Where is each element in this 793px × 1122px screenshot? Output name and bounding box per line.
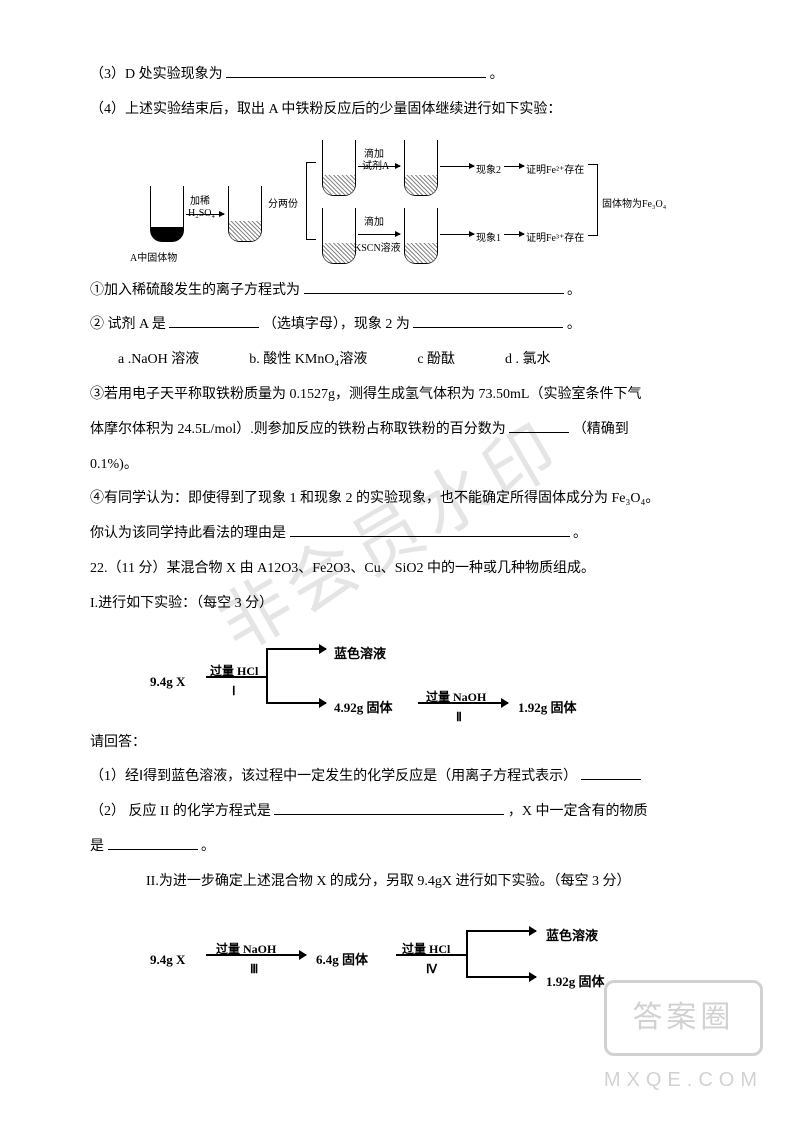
arrow-top-2 xyxy=(440,166,474,167)
f1-v1 xyxy=(266,648,268,704)
bot-drip2: KSCN溶液 xyxy=(354,238,401,260)
tube-top xyxy=(322,140,356,196)
f1-out1: 蓝色溶液 xyxy=(334,640,386,669)
sub1-line: ①加入稀硫酸发生的离子方程式为 。 xyxy=(90,276,703,307)
top-result: 现象2 xyxy=(476,160,501,182)
sub4-period: 。 xyxy=(573,526,587,541)
ans-q2b: ，X 中一定含有的物质 xyxy=(508,804,648,819)
sub2-blank2[interactable] xyxy=(413,313,563,328)
f1-step2: Ⅱ xyxy=(456,704,462,730)
f1-start: 9.4g X xyxy=(150,668,185,697)
stamp-top: 答案圈 xyxy=(604,980,763,1056)
brace-right xyxy=(588,164,598,236)
sub1-text: ①加入稀硫酸发生的离子方程式为 xyxy=(90,283,300,298)
options-row: a .NaOH 溶液 b. 酸性 KMnO₄溶液 c 酚酞 d . 氯水 xyxy=(90,345,703,376)
part2: II.为进一步确定上述混合物 X 的成分，另取 9.4gX 进行如下实验。（每空… xyxy=(90,867,703,898)
f2-reagent1: 过量 NaOH xyxy=(216,936,276,962)
f2-h3 xyxy=(466,930,536,932)
tube-left xyxy=(150,186,184,242)
ans-head: 请回答： xyxy=(90,728,703,759)
ans-q2-blank[interactable] xyxy=(274,800,504,815)
ans-q1-blank[interactable] xyxy=(581,765,641,780)
flow-2: 9.4g X 过量 NaOH Ⅲ 6.4g 固体 过量 HCl Ⅳ 蓝色溶液 1… xyxy=(150,912,670,992)
f2-mid: 6.4g 固体 xyxy=(316,946,368,975)
sub3-l1: ③若用电子天平称取铁粉质量为 0.1527g，测得生成氢气体积为 73.50mL… xyxy=(90,380,703,411)
ans-q1-text: （1）经Ⅰ得到蓝色溶液，该过程中一定发生的化学反应是（用离子方程式表示） xyxy=(90,769,577,784)
ans-q2c-line: 是 。 xyxy=(90,832,703,863)
sub3-blank[interactable] xyxy=(509,417,569,432)
arrow-bot-2 xyxy=(440,234,474,235)
ans-q2c-period: 。 xyxy=(201,839,215,854)
f1-step1: Ⅰ xyxy=(232,678,236,704)
opt-a[interactable]: a .NaOH 溶液 xyxy=(118,345,199,376)
q3-text: （3）D 处实验现象为 xyxy=(90,67,223,82)
sub3-l2b: （精确到 xyxy=(573,422,629,437)
f2-step1: Ⅲ xyxy=(250,956,258,982)
opt-d[interactable]: d . 氯水 xyxy=(505,345,551,376)
f2-start: 9.4g X xyxy=(150,946,185,975)
sub2-a: ② 试剂 A 是 xyxy=(90,317,166,332)
opt-c[interactable]: c 酚酞 xyxy=(417,345,455,376)
q3-period: 。 xyxy=(490,67,504,82)
right-box: 固体物为Fe₃O₄ xyxy=(602,194,666,216)
tube-bot2 xyxy=(404,208,438,264)
ans-q2a: （2） 反应 II 的化学方程式是 xyxy=(90,804,271,819)
sub1-period: 。 xyxy=(567,283,581,298)
opt-b[interactable]: b. 酸性 KMnO₄溶液 xyxy=(249,345,367,376)
f1-out2: 1.92g 固体 xyxy=(518,694,577,723)
split-label: 分两份 xyxy=(268,194,298,216)
top-prove: 证明Fe²⁺存在 xyxy=(526,160,584,182)
top-drip2: 试剂A xyxy=(362,156,389,178)
stamp: 答案圈 MXQE.COM xyxy=(604,980,763,1102)
tube-left-caption: A中固体物 xyxy=(130,248,177,270)
sub3-l2: 体摩尔体积为 24.5L/mol）.则参加反应的铁粉占称取铁粉的百分数为 （精确… xyxy=(90,415,703,446)
q4-text: （4）上述实验结束后，取出 A 中铁粉反应后的少量固体继续进行如下实验： xyxy=(90,102,561,117)
f2-step2: Ⅳ xyxy=(426,956,437,982)
sub3-l3: 0.1%)。 xyxy=(90,450,703,481)
tube-mid xyxy=(228,186,262,242)
f1-h2 xyxy=(266,648,326,650)
f2-out1: 蓝色溶液 xyxy=(546,922,598,951)
ans-q2c: 是 xyxy=(90,839,104,854)
sub4-l1: ④有同学认为：即使得到了现象 1 和现象 2 的实验现象，也不能确定所得固体成分… xyxy=(90,484,703,515)
sub4-l2: 你认为该同学持此看法的理由是 。 xyxy=(90,519,703,550)
sub4-blank[interactable] xyxy=(290,522,570,537)
sub2-b: （选填字母），现象 2 为 xyxy=(263,317,410,332)
q22-head: 22.（11 分）某混合物 X 由 A12O3、Fe2O3、Cu、SiO2 中的… xyxy=(90,554,703,585)
q22-part1: I.进行如下实验：（每空 3 分） xyxy=(90,589,703,620)
sub2-line: ② 试剂 A 是 （选填字母），现象 2 为 。 xyxy=(90,310,703,341)
f2-out2: 1.92g 固体 xyxy=(546,968,605,997)
brace-left xyxy=(306,162,316,240)
tube-top2 xyxy=(404,140,438,196)
q3-blank[interactable] xyxy=(226,63,486,78)
tube-bot xyxy=(322,208,356,264)
f2-v1 xyxy=(466,930,468,978)
stamp-bottom: MXQE.COM xyxy=(604,1058,763,1102)
bot-result: 现象1 xyxy=(476,228,501,250)
q3-line: （3）D 处实验现象为 。 xyxy=(90,60,703,91)
ans-q1: （1）经Ⅰ得到蓝色溶液，该过程中一定发生的化学反应是（用离子方程式表示） xyxy=(90,762,703,793)
q4-line: （4）上述实验结束后，取出 A 中铁粉反应后的少量固体继续进行如下实验： xyxy=(90,95,703,126)
sub2-period: 。 xyxy=(567,317,581,332)
diagram-1: A中固体物 加稀 H₂SO₄ 分两份 滴加 试剂A 现象2 证明Fe²⁺存在 滴… xyxy=(150,136,670,266)
f1-h3 xyxy=(266,702,326,704)
ans-q2: （2） 反应 II 的化学方程式是 ，X 中一定含有的物质 xyxy=(90,797,703,828)
arrow-top-3 xyxy=(504,166,524,167)
bot-drip1: 滴加 xyxy=(364,212,384,234)
ans-q2c-blank[interactable] xyxy=(108,835,198,850)
sub2-blank1[interactable] xyxy=(169,313,259,328)
add-label-2: H₂SO₄ xyxy=(188,203,215,225)
arrow-bot-1 xyxy=(358,234,400,235)
sub1-blank[interactable] xyxy=(304,278,564,293)
arrow-bot-3 xyxy=(504,234,524,235)
sub3-l2a: 体摩尔体积为 24.5L/mol）.则参加反应的铁粉占称取铁粉的百分数为 xyxy=(90,422,506,437)
f2-h4 xyxy=(466,976,536,978)
f1-mid: 4.92g 固体 xyxy=(334,694,393,723)
flow-1: 9.4g X 过量 HCl Ⅰ 蓝色溶液 4.92g 固体 过量 NaOH Ⅱ … xyxy=(150,634,670,714)
bot-prove: 证明Fe³⁺存在 xyxy=(526,228,584,250)
sub4-l2a: 你认为该同学持此看法的理由是 xyxy=(90,526,286,541)
